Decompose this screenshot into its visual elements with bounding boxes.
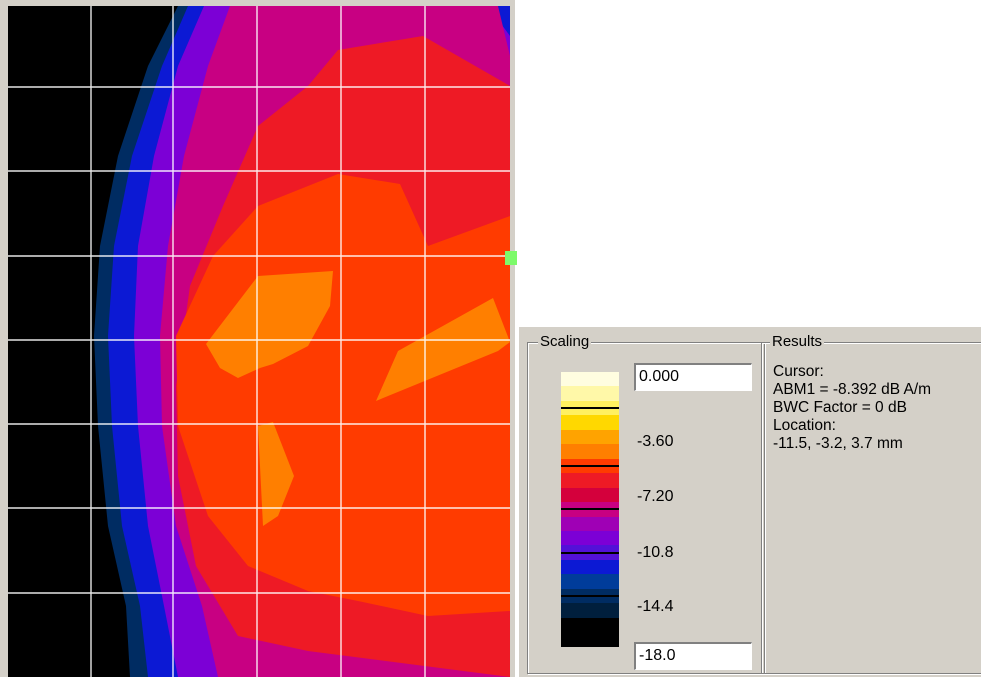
colorbar xyxy=(561,372,619,647)
results-line: Location: xyxy=(773,417,836,434)
colorbar-band xyxy=(561,487,619,503)
scaling-groupbox: Scaling 0.000 -3.60 -7.20 -10.8 -14.4 -1… xyxy=(527,333,765,674)
contour-peak-1 xyxy=(206,271,333,378)
colorbar-band xyxy=(561,588,619,604)
colorbar-tick xyxy=(561,407,619,410)
colorbar-band xyxy=(561,617,619,633)
contour-plot[interactable] xyxy=(8,6,510,677)
colorbar-band xyxy=(561,444,619,459)
colorbar-band xyxy=(561,415,619,430)
colorbar-tick xyxy=(561,551,619,554)
contour-plot-svg[interactable] xyxy=(8,6,510,677)
colorbar-band xyxy=(561,473,619,488)
contour-plot-frame xyxy=(0,0,515,677)
cursor-marker[interactable] xyxy=(505,251,517,265)
colorbar-band xyxy=(561,429,619,445)
scaling-max-field[interactable]: 0.000 xyxy=(634,363,752,391)
contour-peak-3 xyxy=(376,298,510,401)
results-text: Cursor: ABM1 = -8.392 dB A/m BWC Factor … xyxy=(773,363,931,453)
colorbar-band xyxy=(561,632,619,647)
colorbar-band xyxy=(561,386,619,401)
colorbar-label: -3.60 xyxy=(637,433,674,450)
results-title: Results xyxy=(770,333,825,351)
colorbar-band xyxy=(561,559,619,575)
colorbar-band xyxy=(561,458,619,474)
colorbar-tick xyxy=(561,595,619,598)
colorbar-band xyxy=(561,400,619,416)
colorbar-band xyxy=(561,545,619,560)
colorbar-tick xyxy=(561,464,619,467)
results-line: ABM1 = -8.392 dB A/m xyxy=(773,381,932,398)
results-line: Cursor: xyxy=(773,363,824,380)
grid xyxy=(8,6,510,677)
colorbar-band xyxy=(561,516,619,531)
scaling-min-field[interactable]: -18.0 xyxy=(634,642,752,670)
contour-peak-2 xyxy=(258,422,294,526)
colorbar-tick xyxy=(561,508,619,511)
control-panel: Scaling 0.000 -3.60 -7.20 -10.8 -14.4 -1… xyxy=(519,327,981,677)
results-groupbox: Results Cursor: ABM1 = -8.392 dB A/m BWC… xyxy=(761,333,981,674)
colorbar-band xyxy=(561,530,619,546)
colorbar-band xyxy=(561,502,619,517)
scaling-title: Scaling xyxy=(538,333,592,351)
colorbar-label: -7.20 xyxy=(637,488,674,505)
colorbar-label: -10.8 xyxy=(637,544,674,561)
results-line: -11.5, -3.2, 3.7 mm xyxy=(773,435,903,452)
colorbar-band xyxy=(561,603,619,618)
results-line: BWC Factor = 0 dB xyxy=(773,399,907,416)
colorbar-band xyxy=(561,372,619,387)
colorbar-band xyxy=(561,574,619,589)
colorbar-label: -14.4 xyxy=(637,598,674,615)
